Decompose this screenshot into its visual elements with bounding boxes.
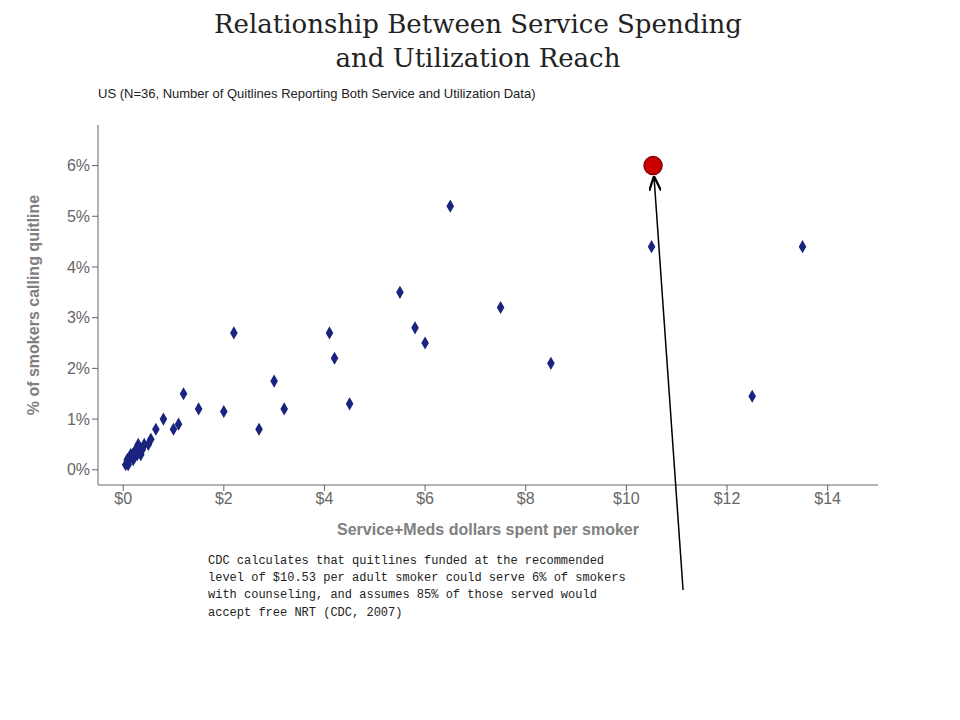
- html-text:Relationship Between Service S: Relationship Between Service Spending an…: [214, 9, 742, 73]
- svg-text:2%: 2%: [67, 360, 90, 377]
- svg-text:$12: $12: [714, 490, 741, 507]
- svg-text:Service+Meds dollars spent per: Service+Meds dollars spent per smoker: [337, 521, 639, 538]
- svg-text:6%: 6%: [67, 157, 90, 174]
- svg-text:$2: $2: [215, 490, 233, 507]
- svg-text:$4: $4: [316, 490, 334, 507]
- svg-text:% of smokers calling quitline: % of smokers calling quitline: [25, 194, 42, 415]
- svg-text:$6: $6: [416, 490, 434, 507]
- svg-text:0%: 0%: [67, 461, 90, 478]
- html-text:CDC calculates that quitlines: CDC calculates that quitlines funded at …: [208, 553, 626, 620]
- svg-text:1%: 1%: [67, 410, 90, 427]
- svg-text:$10: $10: [613, 490, 640, 507]
- svg-text:4%: 4%: [67, 258, 90, 275]
- svg-text:5%: 5%: [67, 208, 90, 225]
- svg-text:$0: $0: [114, 490, 132, 507]
- svg-text:$14: $14: [814, 490, 841, 507]
- svg-text:$8: $8: [517, 490, 535, 507]
- svg-text:3%: 3%: [67, 309, 90, 326]
- html-text:US (N=36, Number of Quitlines: US (N=36, Number of Quitlines Reporting …: [98, 85, 536, 101]
